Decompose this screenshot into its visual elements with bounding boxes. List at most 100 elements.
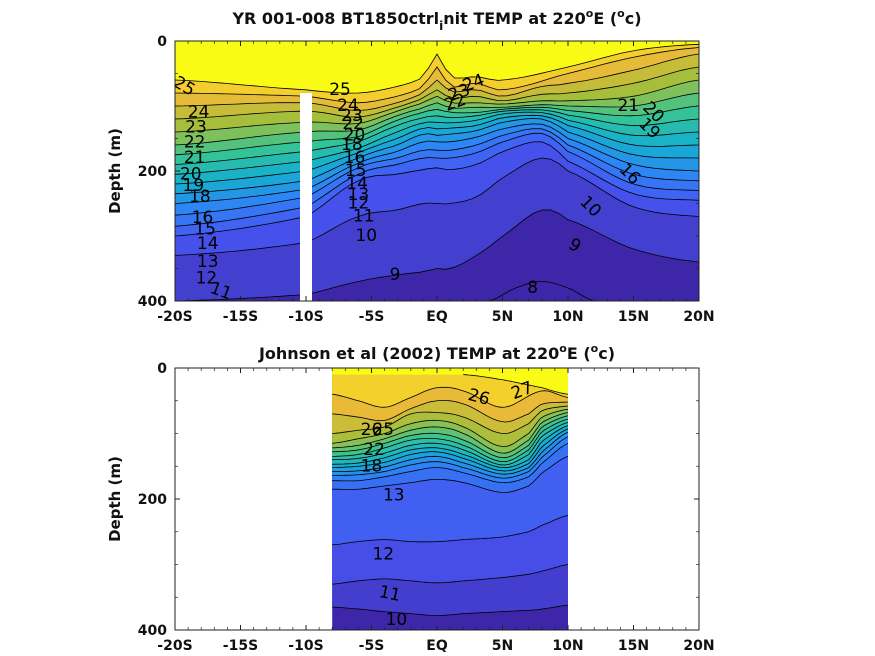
contour-label: 11	[353, 207, 375, 227]
isotherm-21	[175, 79, 699, 133]
panel2-y-axis: 0 200 400	[138, 361, 699, 639]
x-tick-label: -10S	[288, 638, 323, 654]
x-tick-label: 5N	[492, 309, 513, 325]
contour-label: 9	[390, 265, 401, 285]
isotherm-21	[332, 415, 569, 459]
x-tick-label: -5S	[359, 638, 385, 654]
contour-label: 23	[185, 117, 207, 137]
isotherm-20	[175, 92, 699, 146]
contour-label: 22	[184, 132, 206, 152]
isotherm-19	[175, 105, 699, 156]
y-tick-label: 400	[138, 294, 167, 310]
isotherm-22	[175, 66, 699, 120]
isotherm-12	[175, 132, 699, 227]
isotherm-13	[175, 128, 699, 216]
isotherm-13	[332, 456, 569, 493]
contour-label: 21	[617, 96, 639, 116]
x-tick-label: 10N	[552, 638, 583, 654]
contour-label: 12	[196, 268, 218, 288]
fill-band-surface	[175, 41, 699, 94]
contour-label: 10	[355, 226, 377, 246]
isotherm-26	[332, 386, 569, 408]
isotherm-16	[332, 431, 569, 475]
y-tick-label: 200	[138, 164, 167, 180]
isotherm-12	[332, 515, 569, 546]
x-tick-label: -15S	[223, 638, 258, 654]
contour-label: 10	[386, 610, 408, 630]
x-tick-label: 10N	[552, 309, 583, 325]
contour-label: 25	[372, 420, 394, 440]
contour-label: 16	[344, 148, 366, 168]
isotherm-19	[332, 422, 569, 466]
panel1-x-axis: -20S -15S -10S -5S EQ 5N 10N 15N 20N	[157, 41, 715, 325]
panel2-filled-contours	[332, 368, 568, 630]
isotherm-18	[175, 109, 699, 165]
isotherm-10	[332, 604, 569, 616]
contour-label: 15	[194, 220, 216, 240]
contour-label: 11	[377, 582, 402, 606]
contour-label: 13	[197, 252, 219, 272]
x-tick-label: -15S	[223, 309, 258, 325]
contour-label: 19	[183, 176, 205, 196]
isotherm-20	[332, 418, 569, 463]
isotherm-16	[175, 114, 699, 185]
isotherm-9	[175, 209, 699, 301]
contour-label: 18	[189, 187, 211, 207]
isotherm-27	[463, 374, 569, 395]
isotherm-8	[489, 281, 595, 301]
isotherm-17	[175, 111, 699, 175]
y-tick-label: 400	[138, 623, 167, 639]
isotherm-18	[332, 425, 569, 469]
x-tick-label: 20N	[683, 638, 714, 654]
isotherm-10	[175, 157, 699, 256]
x-tick-label: 20N	[683, 309, 714, 325]
panel2-isotherms	[332, 374, 569, 616]
missing-data-column	[300, 93, 312, 301]
contour-label: 21	[184, 148, 206, 168]
contour-label: 20	[180, 164, 202, 184]
contour-label: 15	[345, 161, 367, 181]
contour-label: 24	[188, 103, 210, 123]
y-tick-label: 200	[138, 492, 167, 508]
x-tick-label: 5N	[492, 638, 513, 654]
isotherm-25	[332, 400, 569, 423]
contour-label: 22	[342, 114, 364, 134]
panel1-y-label: Depth (m)	[106, 128, 124, 214]
panel2-title: Johnson et al (2002) TEMP at 220oE (oc)	[258, 342, 615, 363]
contour-label: 18	[361, 456, 383, 476]
fill-band-surface	[332, 368, 568, 395]
x-tick-label: 15N	[618, 638, 649, 654]
contour-label: 12	[372, 545, 394, 565]
x-tick-label: -5S	[359, 309, 385, 325]
contour-label: 25	[329, 80, 351, 100]
x-tick-label: EQ	[426, 638, 448, 654]
observed-temperature-section: Johnson et al (2002) TEMP at 220oE (oc) …	[106, 342, 715, 654]
isotherm-23	[175, 53, 699, 111]
contour-label: 20	[344, 125, 366, 145]
contour-label: 13	[348, 185, 370, 205]
y-tick-label: 0	[157, 34, 167, 50]
contour-label: 13	[383, 486, 405, 506]
x-tick-label: -20S	[157, 638, 192, 654]
isotherm-14	[175, 123, 699, 204]
x-tick-label: EQ	[426, 309, 448, 325]
panel1-y-axis: 0 200 400	[138, 34, 699, 310]
isotherm-22	[332, 412, 569, 454]
x-tick-label: -10S	[288, 309, 323, 325]
fill-band-27	[463, 374, 568, 395]
isotherm-11	[332, 564, 569, 585]
contour-label: 23	[341, 106, 363, 126]
contour-label: 24	[337, 96, 359, 116]
x-tick-label: -20S	[157, 309, 192, 325]
isotherm-14	[332, 442, 569, 484]
contour-label: 11	[207, 278, 234, 304]
model-temperature-section: YR 001-008 BT1850ctrlinit TEMP at 220oE …	[106, 7, 715, 325]
panel1-title: YR 001-008 BT1850ctrlinit TEMP at 220oE …	[231, 7, 641, 33]
panel1-missing-data-column	[300, 93, 312, 301]
isotherm-15	[332, 436, 569, 479]
y-tick-label: 0	[157, 361, 167, 377]
contour-label: 16	[192, 208, 214, 228]
panel2-x-axis: -20S -15S -10S -5S EQ 5N 10N 15N 20N	[157, 368, 715, 654]
x-tick-label: 15N	[618, 309, 649, 325]
